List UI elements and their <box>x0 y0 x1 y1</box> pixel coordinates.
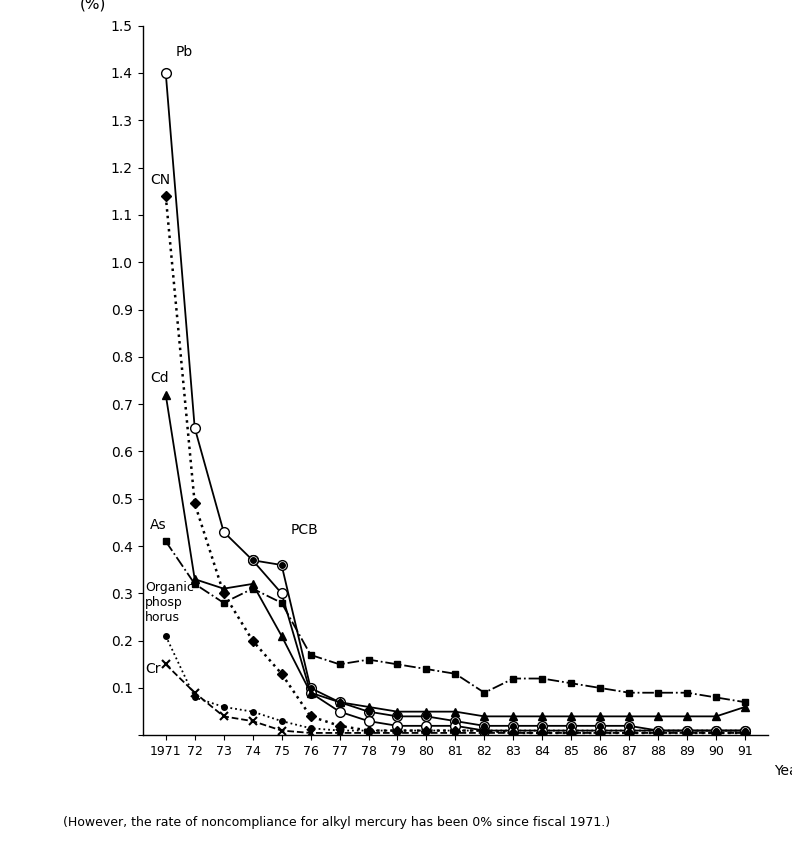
Text: PCB: PCB <box>291 522 318 537</box>
Text: Pb: Pb <box>176 44 193 59</box>
Text: As: As <box>150 518 166 532</box>
Text: Cd: Cd <box>150 371 169 386</box>
Text: Organic
phosp
horus: Organic phosp horus <box>145 581 194 624</box>
Text: Year: Year <box>775 764 792 778</box>
Text: CN: CN <box>150 173 170 186</box>
Text: Cr: Cr <box>145 662 160 676</box>
Text: (However, the rate of noncompliance for alkyl mercury has been 0% since fiscal 1: (However, the rate of noncompliance for … <box>63 817 611 829</box>
Text: (%): (%) <box>80 0 106 11</box>
